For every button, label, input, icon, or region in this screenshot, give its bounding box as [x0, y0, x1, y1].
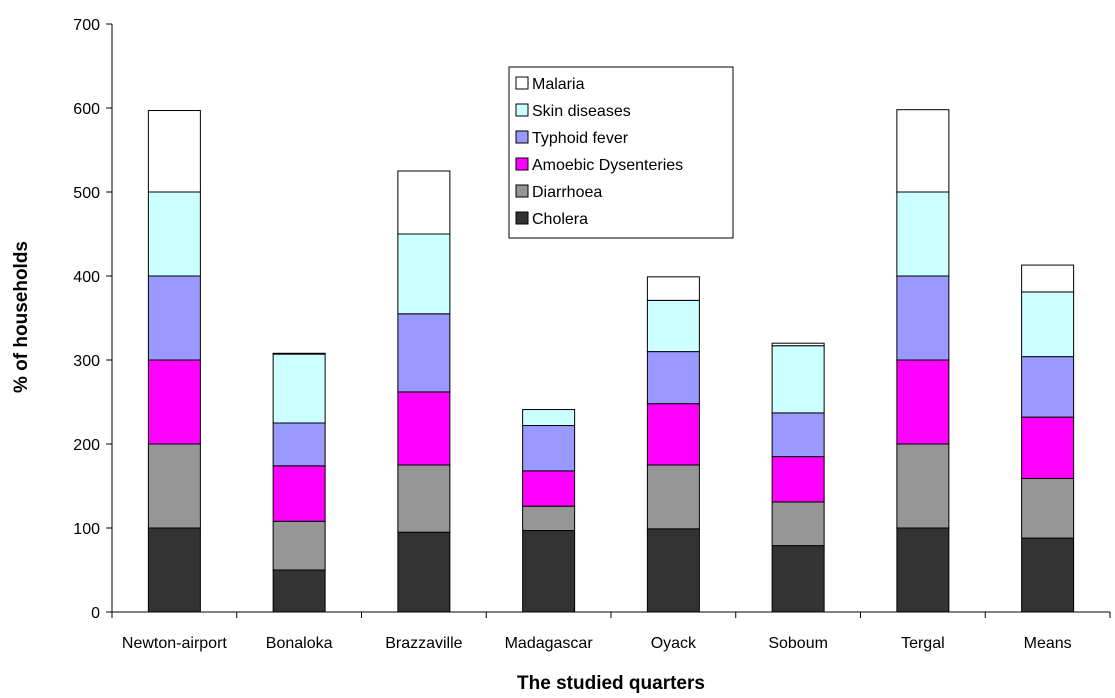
- legend-label: Typhoid fever: [532, 130, 629, 147]
- legend-swatch: [515, 211, 529, 225]
- legend-swatch: [515, 157, 529, 171]
- bar-segment: [771, 345, 825, 414]
- legend-items: Malaria Skin diseases Typhoid fever Amoebic…: [515, 76, 683, 228]
- legend: Malaria Skin diseases Typhoid fever Amoebic…: [508, 66, 734, 239]
- bar-segment: [646, 276, 700, 301]
- bar-segment: [147, 359, 201, 445]
- bar-segment: [397, 233, 451, 315]
- legend-box: [508, 66, 734, 239]
- bar-stack: [896, 109, 950, 613]
- legend-label: Diarrhoea: [532, 184, 602, 201]
- bar-segment: [147, 275, 201, 361]
- y-axis-title: % of households: [11, 241, 32, 393]
- bar-segment: [522, 505, 576, 532]
- legend-label: Cholera: [532, 211, 588, 228]
- legend-label: Amoebic Dysenteries: [532, 157, 683, 174]
- y-tick-label: 300: [73, 353, 100, 370]
- bar-segment: [771, 501, 825, 547]
- legend-label: Malaria: [532, 76, 585, 93]
- bar-stack: [1021, 264, 1075, 613]
- bar-segment: [147, 443, 201, 529]
- bar-segment: [522, 530, 576, 613]
- x-tick-label: Madagascar: [505, 635, 594, 652]
- bar-segment: [1021, 291, 1075, 358]
- bar-stack: [646, 276, 700, 613]
- bar-segment: [1021, 416, 1075, 479]
- bar-segment: [771, 342, 825, 347]
- x-axis-title: The studied quarters: [517, 673, 705, 694]
- y-tick-label: 400: [73, 269, 100, 286]
- x-tick-label: Bonaloka: [266, 635, 333, 652]
- bar-segment: [646, 403, 700, 466]
- bar-segment: [896, 443, 950, 529]
- bar-segment: [646, 351, 700, 405]
- x-tick-label: Oyack: [651, 635, 697, 652]
- bar-segment: [397, 531, 451, 613]
- bar-segment: [646, 464, 700, 530]
- bar-segment: [397, 464, 451, 533]
- y-tick-label: 500: [73, 185, 100, 202]
- x-tick-label: Brazzaville: [385, 635, 462, 652]
- legend-swatch: [515, 103, 529, 117]
- bar-stack: [147, 110, 201, 613]
- bar-stack: [771, 342, 825, 613]
- bar-segment: [397, 313, 451, 393]
- x-tick-label: Soboum: [768, 635, 828, 652]
- bar-segment: [646, 299, 700, 353]
- y-tick-label: 100: [73, 521, 100, 538]
- bar-segment: [1021, 356, 1075, 418]
- bar-segment: [147, 191, 201, 277]
- bar-segment: [272, 353, 326, 424]
- x-tick-label: Means: [1024, 635, 1072, 652]
- y-tick-label: 600: [73, 101, 100, 118]
- bar-segment: [771, 545, 825, 613]
- bar-segment: [1021, 477, 1075, 539]
- bar-segment: [272, 422, 326, 467]
- legend-label: Skin diseases: [532, 103, 631, 120]
- x-axis-ticks: Newton-airport Bonaloka Brazzaville Madagas…: [111, 612, 1111, 652]
- bar-segment: [896, 359, 950, 445]
- bar-segment: [896, 109, 950, 193]
- bar-segment: [272, 520, 326, 571]
- bar-segment: [272, 352, 326, 355]
- bar-segment: [896, 191, 950, 277]
- legend-swatch: [515, 184, 529, 198]
- y-tick-label: 200: [73, 437, 100, 454]
- y-tick-label: 0: [91, 605, 100, 622]
- bar-segment: [522, 425, 576, 472]
- legend-swatch: [515, 76, 529, 90]
- bars-layer: [147, 109, 1075, 613]
- bar-segment: [147, 110, 201, 193]
- bar-segment: [771, 456, 825, 503]
- bar-segment: [771, 412, 825, 458]
- bar-segment: [272, 569, 326, 613]
- bar-segment: [397, 391, 451, 466]
- bar-segment: [522, 409, 576, 427]
- bar-segment: [896, 275, 950, 361]
- legend-swatch: [515, 130, 529, 144]
- bar-segment: [147, 527, 201, 613]
- bar-stack: [522, 409, 576, 613]
- bar-segment: [272, 465, 326, 522]
- bar-segment: [397, 170, 451, 235]
- x-tick-label: Tergal: [901, 635, 945, 652]
- bar-segment: [1021, 537, 1075, 613]
- bar-segment: [896, 527, 950, 613]
- bar-segment: [1021, 264, 1075, 293]
- bar-segment: [522, 470, 576, 507]
- x-tick-label: Newton-airport: [122, 635, 227, 652]
- bar-stack: [272, 352, 326, 613]
- y-axis-ticks: 0 100 200 300 400 500 600 700: [73, 17, 112, 622]
- bar-stack: [397, 170, 451, 613]
- y-tick-label: 700: [73, 17, 100, 34]
- bar-segment: [646, 528, 700, 613]
